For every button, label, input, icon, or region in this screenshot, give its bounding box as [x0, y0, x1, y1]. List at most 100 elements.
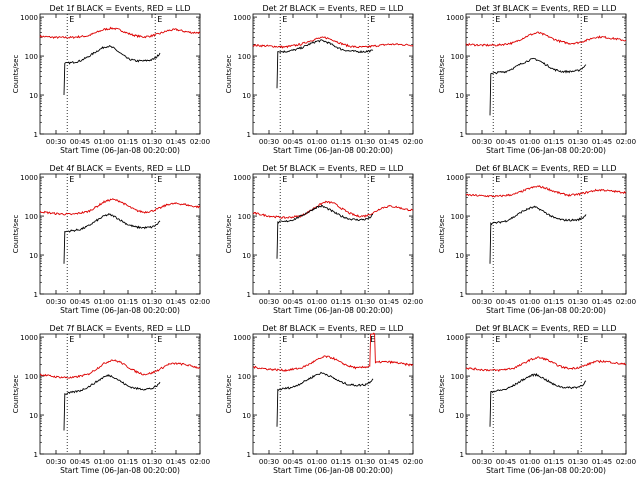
- y-tick-label: 1: [247, 131, 251, 139]
- y-tick-label: 100: [25, 53, 38, 61]
- y-tick-label: 1: [34, 291, 38, 299]
- series-line-lld: [39, 26, 201, 40]
- event-marker-label: E: [69, 175, 74, 184]
- x-tick-label: 01:30: [142, 138, 162, 146]
- event-marker-label: E: [157, 175, 162, 184]
- x-tick-label: 01:30: [142, 458, 162, 466]
- plot-frame: [465, 173, 627, 295]
- series-line-events: [489, 57, 587, 116]
- x-tick-label: 02:00: [616, 298, 636, 306]
- y-tick-label: 10: [242, 412, 251, 420]
- panel-4: Det 4f BLACK = Events, RED = LLD E E 1 10 100…: [12, 164, 210, 315]
- x-tick-label: 00:45: [283, 138, 303, 146]
- x-tick-label: 02:00: [616, 138, 636, 146]
- y-tick-label: 1000: [20, 174, 38, 182]
- event-marker-label: E: [282, 175, 287, 184]
- panel-6: Det 6f BLACK = Events, RED = LLD E E 1 10 100…: [438, 164, 636, 315]
- x-axis-label: Start Time (06-Jan-08 00:20:00): [60, 146, 180, 155]
- series-line-events: [276, 39, 374, 89]
- x-axis-label: Start Time (06-Jan-08 00:20:00): [486, 466, 606, 475]
- series-line-lld: [465, 356, 627, 372]
- x-axis-label: Start Time (06-Jan-08 00:20:00): [486, 146, 606, 155]
- y-tick-label: 10: [455, 252, 464, 260]
- x-tick-label: 01:00: [307, 458, 327, 466]
- panel-9: Det 9f BLACK = Events, RED = LLD E E 1 10 100…: [438, 324, 636, 475]
- x-tick-label: 00:30: [259, 138, 279, 146]
- panel-title: Det 7f BLACK = Events, RED = LLD: [49, 324, 190, 333]
- y-axis-label: Counts/sec: [12, 375, 20, 414]
- x-tick-label: 02:00: [403, 458, 423, 466]
- x-tick-label: 01:15: [118, 138, 138, 146]
- series-line-events: [63, 44, 161, 96]
- event-marker-label: E: [370, 335, 375, 344]
- y-axis-label: Counts/sec: [438, 55, 446, 94]
- y-tick-label: 100: [238, 373, 251, 381]
- x-axis-label: Start Time (06-Jan-08 00:20:00): [60, 466, 180, 475]
- y-tick-label: 100: [25, 213, 38, 221]
- x-tick-label: 01:15: [331, 138, 351, 146]
- panel-8: Det 8f BLACK = Events, RED = LLD E E 1 10 100…: [225, 324, 423, 475]
- y-tick-label: 1: [34, 451, 38, 459]
- x-tick-label: 01:00: [520, 138, 540, 146]
- x-tick-label: 01:15: [331, 298, 351, 306]
- event-marker-label: E: [157, 335, 162, 344]
- y-tick-label: 10: [455, 412, 464, 420]
- plot-frame: [39, 173, 201, 295]
- x-tick-label: 00:30: [46, 138, 66, 146]
- event-marker-label: E: [583, 15, 588, 24]
- event-marker-label: E: [495, 335, 500, 344]
- event-marker-label: E: [157, 15, 162, 24]
- x-tick-label: 01:30: [568, 458, 588, 466]
- x-tick-label: 01:45: [379, 138, 399, 146]
- event-marker-label: E: [370, 175, 375, 184]
- panel-title: Det 5f BLACK = Events, RED = LLD: [262, 164, 403, 173]
- y-tick-label: 10: [242, 92, 251, 100]
- series-line-lld: [252, 332, 414, 373]
- y-tick-label: 1000: [20, 14, 38, 22]
- x-tick-label: 00:45: [70, 138, 90, 146]
- series-line-lld: [465, 31, 627, 47]
- panel-title: Det 6f BLACK = Events, RED = LLD: [475, 164, 616, 173]
- panel-title: Det 4f BLACK = Events, RED = LLD: [49, 164, 190, 173]
- y-tick-label: 1: [460, 131, 464, 139]
- panel-2: Det 2f BLACK = Events, RED = LLD E E 1 10 100…: [225, 4, 423, 155]
- panel-7: Det 7f BLACK = Events, RED = LLD E E 1 10 100…: [12, 324, 210, 475]
- series-line-lld: [39, 198, 201, 216]
- x-axis-label: Start Time (06-Jan-08 00:20:00): [273, 466, 393, 475]
- x-tick-label: 00:30: [259, 298, 279, 306]
- series-line-lld: [252, 200, 414, 220]
- x-tick-label: 01:30: [355, 458, 375, 466]
- x-tick-label: 00:30: [46, 458, 66, 466]
- x-tick-label: 00:30: [472, 458, 492, 466]
- x-tick-label: 01:00: [520, 298, 540, 306]
- x-tick-label: 01:00: [94, 138, 114, 146]
- y-tick-label: 100: [451, 53, 464, 61]
- x-tick-label: 02:00: [190, 138, 210, 146]
- x-axis-label: Start Time (06-Jan-08 00:20:00): [273, 306, 393, 315]
- x-tick-label: 01:00: [520, 458, 540, 466]
- x-tick-label: 00:45: [496, 138, 516, 146]
- y-tick-label: 100: [238, 213, 251, 221]
- panel-title: Det 8f BLACK = Events, RED = LLD: [262, 324, 403, 333]
- y-tick-label: 10: [29, 252, 38, 260]
- y-axis-label: Counts/sec: [225, 55, 233, 94]
- x-axis-label: Start Time (06-Jan-08 00:20:00): [60, 306, 180, 315]
- x-tick-label: 01:30: [355, 138, 375, 146]
- event-marker-label: E: [583, 335, 588, 344]
- y-tick-label: 100: [25, 373, 38, 381]
- event-marker-label: E: [69, 15, 74, 24]
- plot-frame: [252, 173, 414, 295]
- x-tick-label: 01:15: [331, 458, 351, 466]
- y-tick-label: 10: [455, 92, 464, 100]
- x-tick-label: 01:45: [166, 138, 186, 146]
- y-tick-label: 1000: [446, 174, 464, 182]
- y-axis-label: Counts/sec: [225, 215, 233, 254]
- x-tick-label: 01:00: [307, 138, 327, 146]
- series-line-events: [63, 373, 161, 431]
- series-line-events: [63, 213, 161, 264]
- x-tick-label: 01:45: [166, 458, 186, 466]
- event-marker-label: E: [282, 335, 287, 344]
- y-tick-label: 100: [451, 213, 464, 221]
- y-axis-label: Counts/sec: [438, 215, 446, 254]
